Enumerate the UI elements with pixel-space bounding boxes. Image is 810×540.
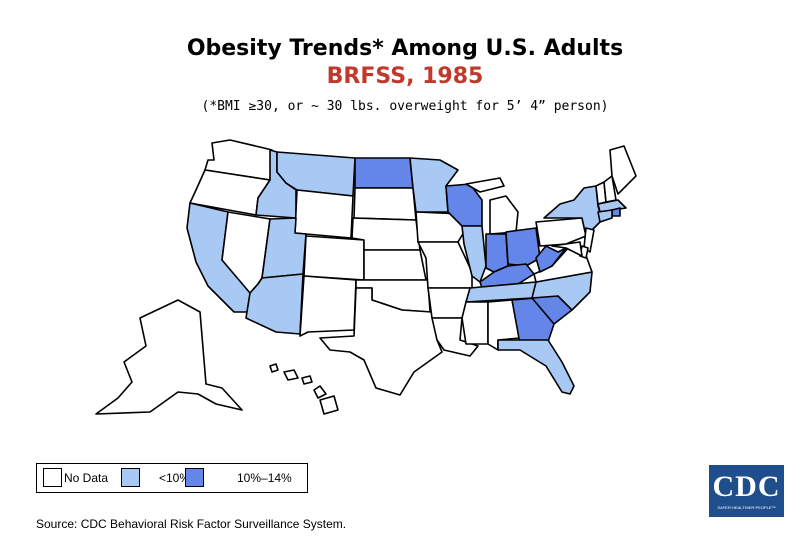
cdc-logo-text: CDC	[712, 470, 781, 503]
legend: No Data <10% 10%–14%	[36, 463, 308, 493]
state-ND[interactable]	[354, 157, 414, 189]
bmi-note: (*BMI ≥30, or ~ 30 lbs. overweight for 5…	[201, 99, 609, 114]
legend-swatch-10-14	[185, 468, 204, 487]
state-ME[interactable]	[609, 145, 637, 195]
state-NJ[interactable]	[583, 227, 595, 253]
state-NM[interactable]	[299, 275, 357, 337]
cdc-logo-tagline: SAFER·HEALTHIER·PEOPLE™	[717, 505, 776, 510]
state-FL[interactable]	[497, 339, 575, 395]
legend-label-no-data: No Data	[64, 471, 109, 485]
state-OH[interactable]	[505, 227, 541, 267]
state-TX[interactable]	[319, 287, 443, 396]
state-LA[interactable]	[431, 317, 479, 357]
state-MD[interactable]	[551, 241, 583, 257]
legend-swatch-no-data	[43, 468, 62, 487]
source-note: Source: CDC Behavioral Risk Factor Surve…	[36, 517, 347, 531]
state-AZ[interactable]	[245, 273, 304, 335]
legend-label-lt10: <10%	[159, 471, 191, 485]
state-HI[interactable]	[269, 363, 339, 415]
map-title: Obesity Trends* Among U.S. Adults	[186, 36, 624, 61]
cdc-logo: CDC SAFER·HEALTHIER·PEOPLE™	[709, 465, 784, 517]
state-RI[interactable]	[611, 207, 621, 217]
state-SD[interactable]	[353, 187, 417, 221]
legend-swatch-lt10	[121, 468, 140, 487]
state-MS[interactable]	[461, 301, 489, 345]
state-CT[interactable]	[597, 209, 613, 223]
state-AK[interactable]	[95, 299, 243, 415]
state-IN[interactable]	[485, 233, 509, 273]
state-CO[interactable]	[303, 235, 365, 281]
legend-label-10-14: 10%–14%	[237, 471, 292, 485]
state-KS[interactable]	[363, 249, 427, 281]
map-subtitle: BRFSS, 1985	[326, 64, 484, 89]
state-WY[interactable]	[294, 189, 354, 239]
state-MI[interactable]	[465, 177, 519, 235]
